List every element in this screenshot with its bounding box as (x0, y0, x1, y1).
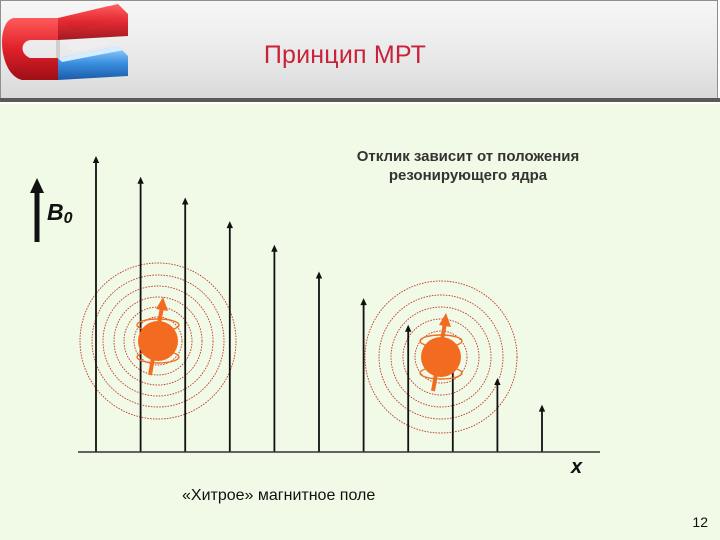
field-arrow-head (137, 176, 144, 184)
spin-arrow-shaft (431, 322, 447, 392)
rf-ring (133, 316, 183, 366)
caption-line-1: Отклик зависит от положения (356, 148, 580, 165)
rf-ring (390, 306, 492, 408)
rf-ring (402, 318, 480, 396)
slide-content (0, 104, 720, 540)
b0-symbol: B (47, 199, 64, 225)
header-divider (0, 98, 720, 102)
field-arrow-head (315, 271, 323, 279)
page-number: 12 (692, 514, 708, 530)
spin-arrow-head (156, 297, 168, 311)
field-arrow-head (405, 324, 412, 332)
field-arrow-head (92, 156, 100, 163)
field-arrow-head (494, 378, 501, 385)
field-arrow-head (538, 404, 546, 412)
field-arrow-head (271, 244, 278, 252)
rf-rings-right (364, 280, 518, 434)
rf-ring (113, 296, 203, 386)
rf-ring (79, 262, 237, 420)
rf-ring (364, 280, 518, 434)
caption-line-2: резонирующего ядра (388, 167, 548, 184)
nucleus-right (419, 313, 463, 392)
nucleus-left (136, 297, 180, 376)
b0-subscript: 0 (63, 210, 73, 227)
response-caption: Отклик зависит от положения резонирующег… (318, 147, 618, 185)
horseshoe-magnet-icon (2, 4, 128, 80)
rf-ring (91, 274, 225, 408)
rf-ring (378, 294, 504, 420)
b0-arrow-head (30, 178, 44, 193)
rf-ring (102, 285, 214, 397)
b0-label: B0 (47, 199, 73, 228)
slide-title: Принцип МРТ (263, 41, 427, 69)
field-arrow-head (182, 197, 189, 205)
field-arrow-head (360, 298, 367, 306)
field-caption: «Хитрое» магнитное поле (182, 487, 376, 504)
field-arrow-head (226, 221, 233, 229)
spin-arrow-head (439, 313, 451, 327)
rf-ring (414, 330, 468, 384)
spin-arrow-shaft (148, 306, 164, 376)
x-axis-label: x (571, 456, 583, 478)
